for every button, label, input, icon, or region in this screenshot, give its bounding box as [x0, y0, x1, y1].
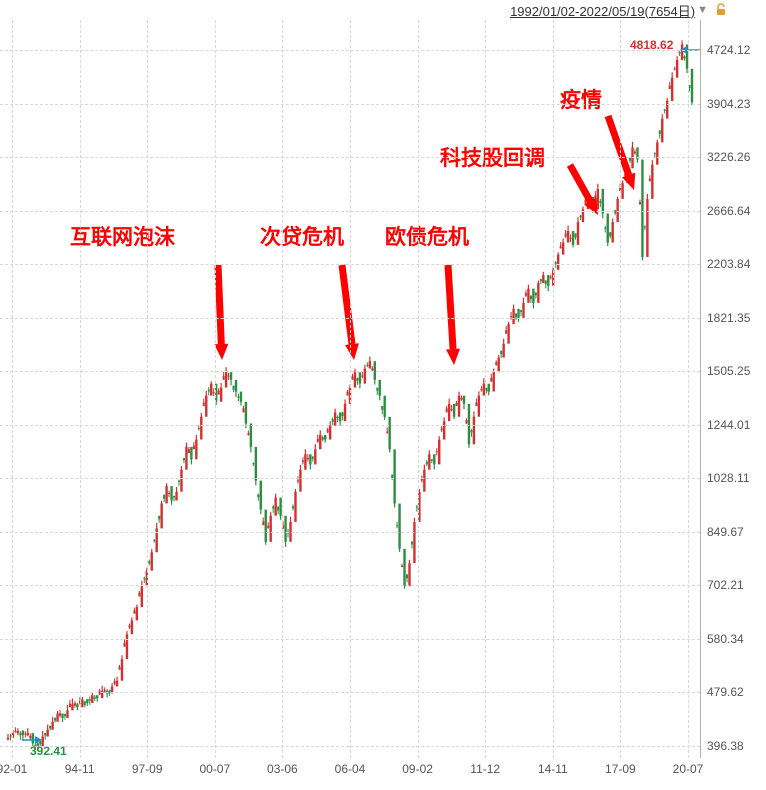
y-tick-label: 580.34 — [707, 632, 744, 646]
chevron-down-icon[interactable]: ▼ — [697, 4, 708, 16]
y-axis: 396.38 479.62 580.34 702.21 849.67 1028.11 124… — [700, 20, 766, 758]
x-tick-label: 03-06 — [267, 762, 298, 776]
y-tick-label: 3904.23 — [707, 97, 750, 111]
date-range-label[interactable]: 1992/01/02-2022/05/19(7654日) — [510, 1, 695, 20]
x-tick-label: 11-12 — [470, 762, 500, 776]
y-tick-label: 479.62 — [707, 685, 744, 699]
gridline-v — [215, 20, 216, 758]
annotation-arrow — [436, 261, 466, 377]
y-tick-label: 1821.35 — [707, 311, 750, 325]
annotation-arrow — [206, 261, 234, 372]
x-tick-label: 09-02 — [402, 762, 433, 776]
y-tick-label: 2666.64 — [707, 204, 750, 218]
x-tick-label: 97-09 — [132, 762, 163, 776]
y-tick-label: 1505.25 — [707, 364, 750, 378]
annotation-label: 疫情 — [560, 88, 602, 113]
gridline-v — [620, 20, 621, 758]
chart-plot-area[interactable]: 互联网泡沫 次贷危机 欧债危机 科技股回调 疫情 4818.62392.41 — [0, 20, 700, 758]
y-tick-label: 1244.01 — [707, 418, 750, 432]
y-tick-label: 4724.12 — [707, 43, 750, 57]
annotation-arrow — [330, 261, 366, 372]
chart-container: 1992/01/02-2022/05/19(7654日) ▼ 互联网泡沫 次贷危… — [0, 0, 766, 790]
y-tick-label: 702.21 — [707, 578, 744, 592]
lock-icon[interactable] — [714, 3, 728, 17]
gridline-v — [350, 20, 351, 758]
gridline-v — [80, 20, 81, 758]
gridline-v — [553, 20, 554, 758]
x-tick-label: 06-04 — [335, 762, 366, 776]
y-tick-label: 2203.84 — [707, 257, 750, 271]
annotation-label: 科技股回调 — [440, 146, 545, 171]
gridline-v — [688, 20, 689, 758]
gridline-v — [12, 20, 13, 758]
annotation-label: 欧债危机 — [385, 225, 469, 250]
y-tick-label: 849.67 — [707, 525, 744, 539]
x-tick-label: 20-07 — [673, 762, 704, 776]
gridline-v — [282, 20, 283, 758]
y-tick-label: 1028.11 — [707, 471, 750, 485]
chart-header: 1992/01/02-2022/05/19(7654日) ▼ — [510, 0, 728, 20]
x-tick-label: 14-11 — [538, 762, 568, 776]
y-tick-label: 3226.26 — [707, 150, 750, 164]
gridline-v — [418, 20, 419, 758]
gridline-v — [485, 20, 486, 758]
peak-marker-arrow — [22, 735, 42, 745]
annotation-label: 次贷危机 — [260, 225, 344, 250]
x-tick-label: 92-01 — [0, 762, 27, 776]
x-axis: 92-01 94-11 97-09 00-07 03-06 06-04 09-02 11-12… — [0, 758, 700, 790]
gridline-v — [147, 20, 148, 758]
annotation-label: 互联网泡沫 — [70, 225, 175, 250]
y-tick-label: 396.38 — [707, 739, 744, 753]
x-tick-label: 94-11 — [65, 762, 95, 776]
x-tick-label: 00-07 — [199, 762, 230, 776]
x-tick-label: 17-09 — [605, 762, 636, 776]
